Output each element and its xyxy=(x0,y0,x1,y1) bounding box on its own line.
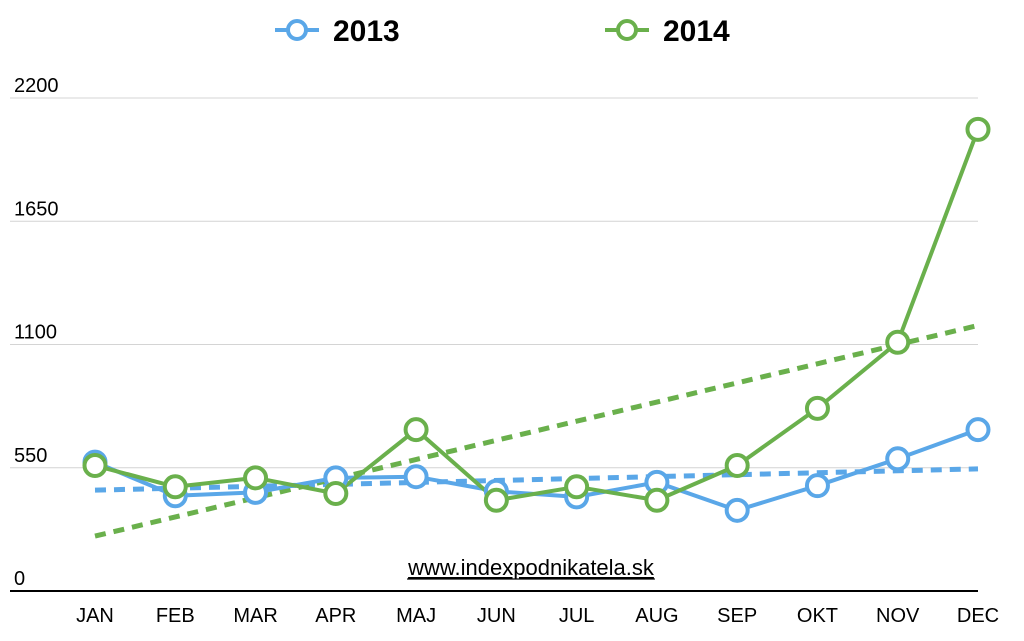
x-tick-label: SEP xyxy=(717,605,757,627)
data-point-2014 xyxy=(403,417,429,443)
data-point-2013 xyxy=(403,464,429,490)
x-tick-label: MAJ xyxy=(396,605,436,627)
grid-lines xyxy=(10,97,978,469)
trendlines xyxy=(94,323,979,539)
legend-label-2014: 2014 xyxy=(663,15,730,48)
x-tick-label: DEC xyxy=(957,605,999,627)
data-point-2014 xyxy=(483,487,509,513)
series-markers xyxy=(82,116,991,523)
data-point-2014 xyxy=(564,474,590,500)
x-tick-label: OKT xyxy=(797,605,838,627)
watermark-link-text: www.indexpodnikatela.sk xyxy=(407,555,655,580)
y-tick-label: 2200 xyxy=(14,75,59,97)
data-point-2014 xyxy=(82,453,108,479)
x-tick-label: JUL xyxy=(559,605,595,627)
data-point-2013 xyxy=(804,473,830,499)
x-tick-label: MAR xyxy=(233,605,277,627)
legend: 2013 2014 xyxy=(275,15,730,48)
y-tick-label: 1650 xyxy=(14,198,59,220)
data-point-2013 xyxy=(885,446,911,472)
x-tick-label: AUG xyxy=(635,605,678,627)
trendline-2013 xyxy=(94,466,979,493)
legend-marker-icon xyxy=(286,19,308,41)
data-point-2014 xyxy=(724,453,750,479)
trendline-2014 xyxy=(94,323,979,539)
data-point-2014 xyxy=(885,329,911,355)
data-point-2013 xyxy=(724,497,750,523)
series-lines xyxy=(94,128,980,513)
data-point-2014 xyxy=(243,465,269,491)
x-tick-label: JAN xyxy=(76,605,114,627)
x-axis-ticks: JAN FEB MAR APR MAJ JUN JUL AUG SEP OKT NOV DEC xyxy=(76,605,999,627)
legend-marker-icon xyxy=(616,19,638,41)
y-tick-label: 0 xyxy=(14,568,25,590)
y-tick-label: 550 xyxy=(14,445,47,467)
y-axis-ticks: 0 550 1100 1650 2200 xyxy=(14,75,59,590)
series-line-2014 xyxy=(94,128,980,503)
data-point-2014 xyxy=(644,487,670,513)
y-tick-label: 1100 xyxy=(14,322,57,344)
data-point-2014 xyxy=(323,481,349,507)
x-tick-label: NOV xyxy=(876,605,920,627)
data-point-2014 xyxy=(804,395,830,421)
x-tick-label: APR xyxy=(315,605,356,627)
data-point-2014 xyxy=(965,116,991,142)
legend-label-2013: 2013 xyxy=(333,15,400,48)
x-tick-label: FEB xyxy=(156,605,195,627)
data-point-2013 xyxy=(965,417,991,443)
data-point-2014 xyxy=(162,474,188,500)
x-tick-label: JUN xyxy=(477,605,516,627)
